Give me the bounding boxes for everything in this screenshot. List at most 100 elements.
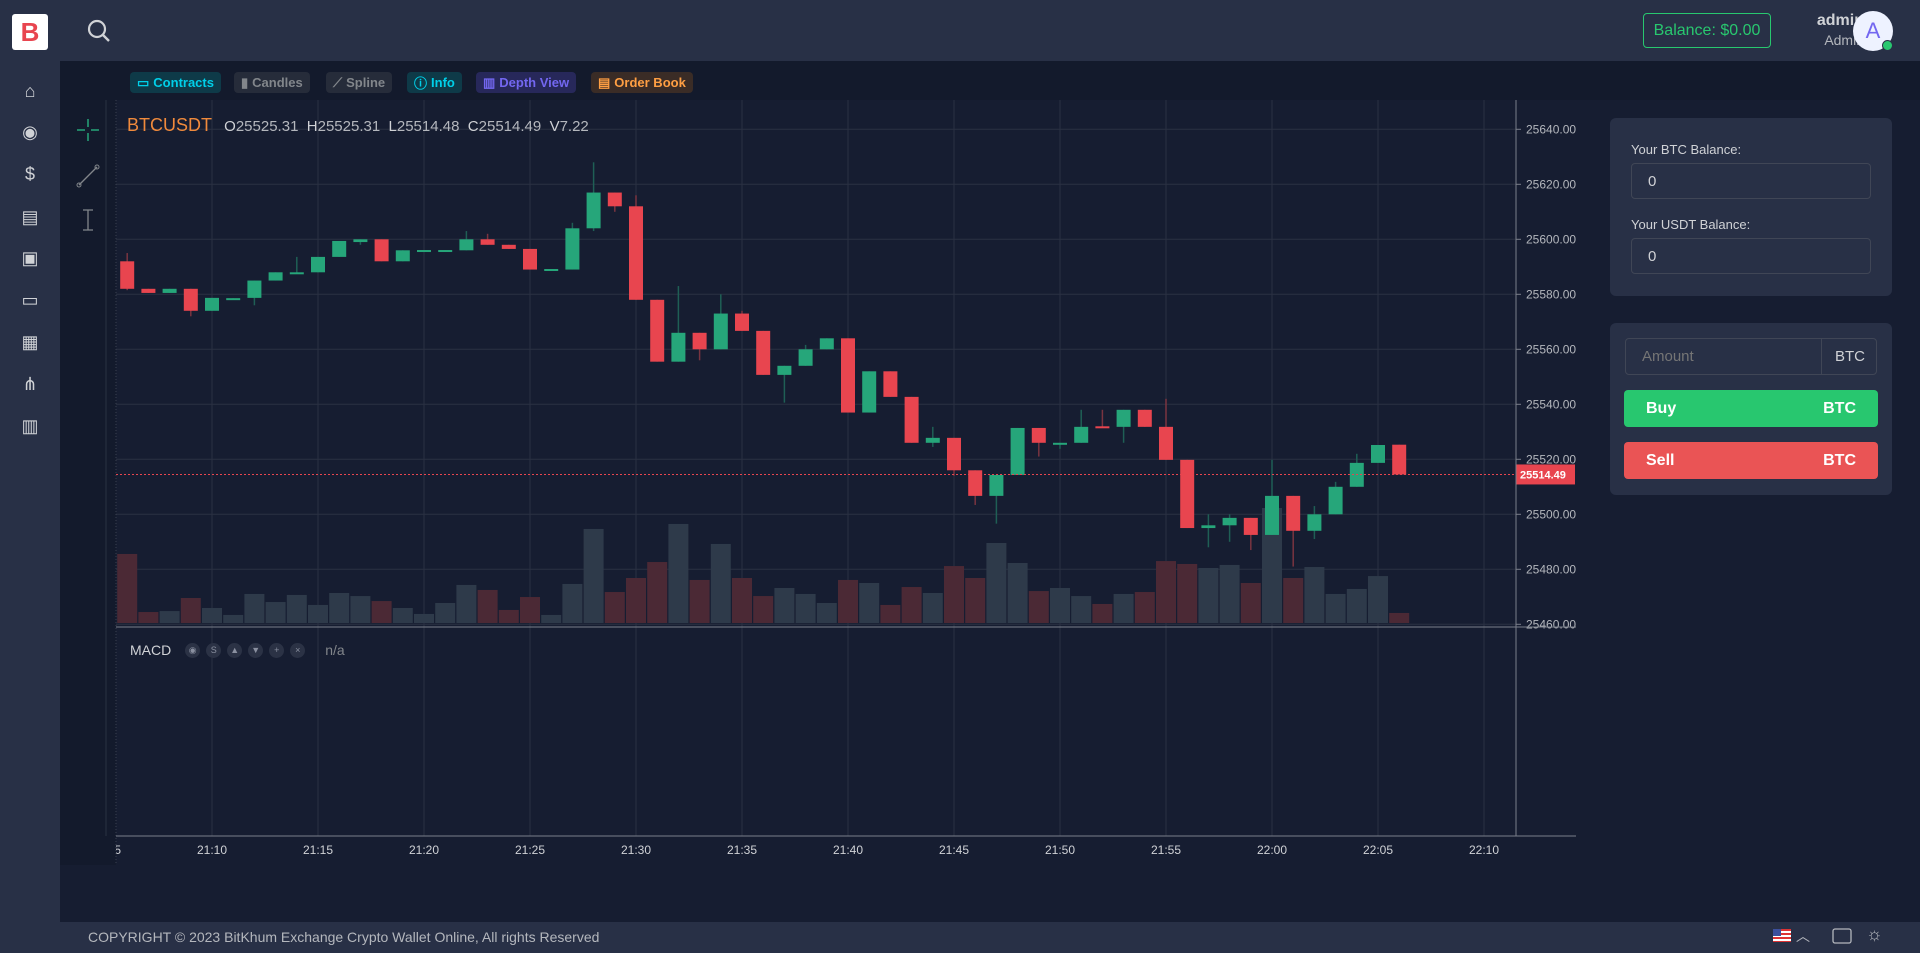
price-tick-label: 25520.00 xyxy=(1526,452,1576,466)
candle-body xyxy=(141,288,156,293)
volume-bar xyxy=(435,603,456,623)
candle-body xyxy=(395,250,410,262)
candle-body xyxy=(947,437,961,471)
book-icon[interactable]: ▣ xyxy=(21,247,39,268)
candle-body xyxy=(777,365,792,375)
low-key: L xyxy=(388,118,397,135)
sitemap-icon[interactable]: ⋔ xyxy=(22,373,38,394)
chart-area[interactable] xyxy=(60,100,1588,865)
logo[interactable]: B xyxy=(12,14,48,50)
volume-bar xyxy=(1113,593,1134,623)
home-icon[interactable]: ⌂ xyxy=(24,80,36,101)
candle-body xyxy=(1053,442,1067,445)
volume-bar xyxy=(117,553,138,623)
top-header xyxy=(60,0,1920,61)
price-tick-label: 25640.00 xyxy=(1526,122,1576,136)
volume-bar xyxy=(286,594,307,623)
candle-body xyxy=(311,256,325,273)
volume-bar xyxy=(1071,596,1092,623)
volume-bar xyxy=(732,578,752,623)
tab-info[interactable]: ⓘ Info xyxy=(407,72,462,93)
candle-body xyxy=(1031,427,1046,443)
volume-bar xyxy=(498,609,519,623)
coins-icon[interactable]: ◉ xyxy=(22,121,38,142)
trend-line-tool-icon[interactable] xyxy=(76,164,100,188)
volume-bar xyxy=(795,593,816,623)
volume-bar xyxy=(838,579,858,623)
candle-body xyxy=(523,248,537,270)
last-price-badge xyxy=(1516,464,1575,485)
volume-bar xyxy=(604,592,625,623)
close-icon[interactable]: × xyxy=(290,642,306,658)
candle-body xyxy=(1201,525,1216,529)
us-flag-icon[interactable] xyxy=(1773,929,1791,942)
time-tick-label: 21:45 xyxy=(939,843,969,857)
balance-button[interactable]: Balance: $0.00 xyxy=(1643,13,1771,48)
volume-bar xyxy=(1240,583,1261,623)
sell-unit: BTC xyxy=(1823,451,1856,469)
volume-bar xyxy=(350,596,371,623)
candle-body xyxy=(162,288,177,293)
price-tick-label: 25460.00 xyxy=(1526,617,1576,631)
wallet-icon[interactable]: ▭ xyxy=(21,289,39,310)
volume-bar xyxy=(244,593,265,623)
chevron-up-icon[interactable]: ︿ xyxy=(1796,928,1810,944)
tab-order-book[interactable]: ▤ Order Book xyxy=(591,72,693,93)
candle-body xyxy=(1243,517,1258,535)
time-tick-label: 21:20 xyxy=(409,843,439,857)
sell-button[interactable]: Sell BTC xyxy=(1624,442,1878,479)
usdt-balance-field[interactable]: 0 xyxy=(1631,238,1871,274)
volume-bar xyxy=(583,528,604,623)
online-status-dot xyxy=(1882,40,1893,51)
candle-body xyxy=(1116,409,1131,427)
btc-balance-field[interactable]: 0 xyxy=(1631,163,1871,199)
candle-body xyxy=(798,349,813,366)
close-key: C xyxy=(467,118,479,135)
eye-icon[interactable]: ◉ xyxy=(185,642,201,658)
fullscreen-icon[interactable] xyxy=(1832,928,1852,944)
symbol-label: BTCUSDT xyxy=(127,115,212,135)
candlestick-chart[interactable]: 25640.00 25620.00 25600.00 25580.00 25560.00… xyxy=(60,100,1588,865)
candle-body xyxy=(671,332,686,362)
volume-bar xyxy=(922,593,943,623)
measure-tool-icon[interactable] xyxy=(76,208,100,232)
tab-candles[interactable]: ▮ Candles xyxy=(234,72,310,93)
volume-bar xyxy=(223,614,244,623)
candle-body xyxy=(226,298,241,301)
candle-body xyxy=(1222,517,1237,526)
crosshair-tool-icon[interactable] xyxy=(76,118,100,142)
buy-button[interactable]: Buy BTC xyxy=(1624,390,1878,427)
candle-body xyxy=(1371,445,1385,463)
volume-bar xyxy=(1262,508,1282,623)
settings-s-icon[interactable]: S xyxy=(206,642,222,658)
amount-input[interactable] xyxy=(1625,338,1822,375)
buy-unit: BTC xyxy=(1823,399,1856,417)
tab-icon: ▭ xyxy=(137,74,150,90)
tab-icon: ⟋ xyxy=(333,74,343,90)
volume-bar xyxy=(1389,612,1410,623)
sun-theme-icon[interactable]: ☼ xyxy=(1866,924,1883,944)
time-tick-label: 21:55 xyxy=(1151,843,1181,857)
calendar-icon[interactable]: ▥ xyxy=(21,415,39,436)
volume-bar xyxy=(1368,576,1388,623)
tab-depth-view[interactable]: ▥ Depth View xyxy=(476,72,577,93)
search-icon[interactable] xyxy=(86,18,112,44)
plus-icon[interactable]: + xyxy=(269,642,285,658)
volume-bar xyxy=(329,593,350,623)
candle-body xyxy=(650,299,665,362)
briefcase-icon[interactable]: ▦ xyxy=(21,331,39,352)
time-tick-label: 21:10 xyxy=(197,843,227,857)
time-tick-label: 21:25 xyxy=(515,843,545,857)
candle-body xyxy=(438,250,453,253)
contacts-icon[interactable]: ▤ xyxy=(21,206,39,227)
tab-contracts[interactable]: ▭ Contracts xyxy=(130,72,221,93)
price-tick-label: 25480.00 xyxy=(1526,562,1576,576)
dollar-icon[interactable]: $ xyxy=(24,163,35,184)
volume-bar xyxy=(180,598,201,623)
time-tick-label: 22:00 xyxy=(1257,843,1287,857)
chevron-down-icon[interactable]: ▼ xyxy=(248,642,264,658)
candle-body xyxy=(268,272,283,281)
tab-spline[interactable]: ⟋ Spline xyxy=(326,72,393,93)
volume-bar xyxy=(138,612,159,623)
chevron-up-icon[interactable]: ▲ xyxy=(227,642,243,658)
